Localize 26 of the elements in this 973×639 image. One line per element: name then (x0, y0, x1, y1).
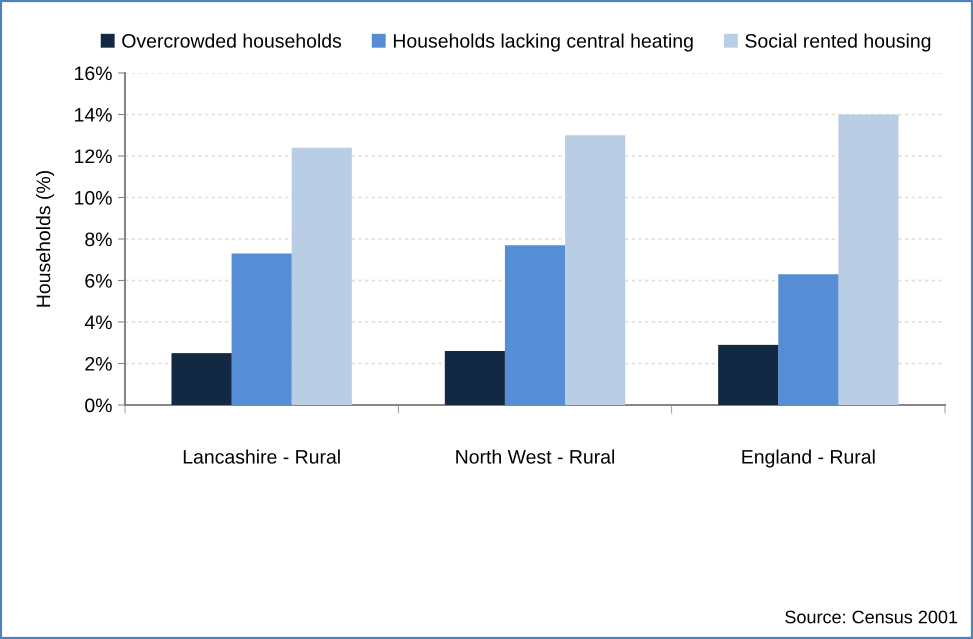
bar (292, 148, 352, 405)
bar (565, 135, 626, 405)
y-tick-label: 12% (75, 149, 112, 164)
y-tick-label: 16% (75, 66, 112, 80)
legend-label: Households lacking central heating (394, 33, 693, 52)
x-tick-label: Lancashire - Rural (184, 449, 340, 464)
bar (232, 254, 292, 405)
y-tick-label: 6% (85, 274, 112, 288)
legend-label: Overcrowded households (122, 33, 342, 48)
bar (838, 114, 899, 405)
bar (718, 344, 778, 405)
x-tick-label: North West - Rural (456, 449, 614, 464)
bar (444, 351, 505, 405)
y-tick-label: 10% (75, 190, 112, 205)
x-tick-label: England - Rural (742, 449, 875, 468)
y-tick-label: 4% (84, 316, 112, 330)
bar (778, 274, 838, 405)
legend-label: Social rented housing (745, 33, 930, 52)
y-tick-label: 8% (85, 232, 112, 246)
y-tick-label: 2% (85, 356, 112, 371)
source-note: Source: Census 2001 (785, 610, 958, 624)
y-tick-label: 14% (75, 108, 112, 122)
y-tick-label: 0% (85, 398, 112, 412)
bar (504, 245, 566, 405)
y-axis-title: Households (%) (36, 171, 54, 307)
bar (171, 353, 232, 405)
